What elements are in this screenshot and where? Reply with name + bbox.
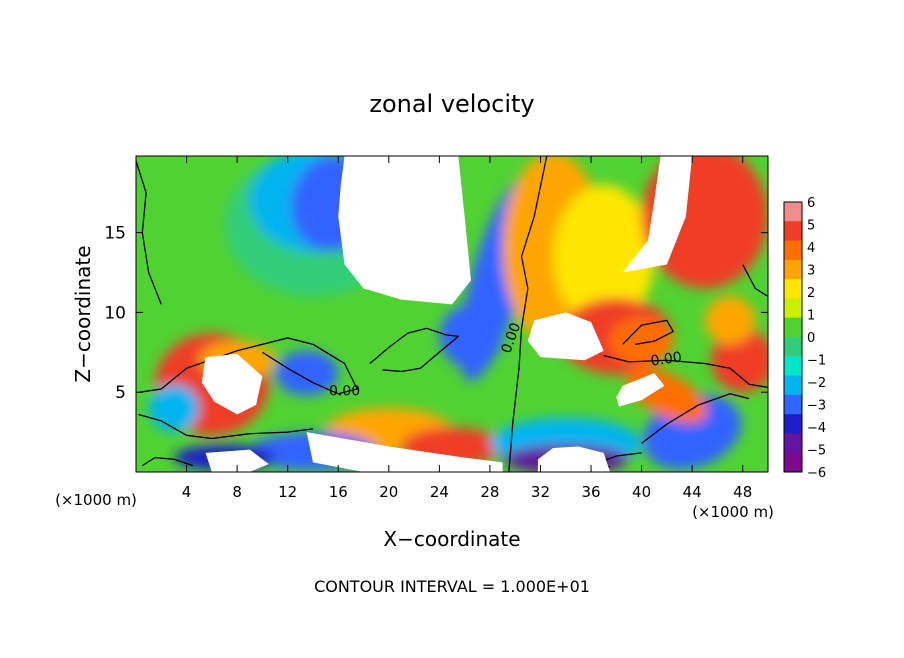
y-axis-ticks: 5 10 15 <box>104 224 768 403</box>
plot-area: 0.000.000.00 <box>136 156 768 472</box>
colorbar-tick-label: −2 <box>807 376 826 391</box>
colorbar-frame <box>783 201 803 473</box>
saturated-region <box>201 353 263 415</box>
saturated-region <box>622 156 693 273</box>
contour-zero <box>603 354 768 389</box>
contour-label: 0.00 <box>329 383 360 399</box>
y-axis-label: Z−coordinate <box>71 245 95 382</box>
colorbar-tick-label: −5 <box>807 444 826 459</box>
y-tick-label: 15 <box>104 224 126 244</box>
contour-zero <box>138 413 314 440</box>
x-tick-label: 44 <box>683 483 702 501</box>
field-blob <box>439 304 503 369</box>
y-tick-label: 5 <box>115 383 126 403</box>
contour-zero <box>622 319 674 345</box>
x-unit-right: (×1000 m) <box>692 503 774 521</box>
contour-zero <box>141 456 194 467</box>
field-blob <box>148 384 200 433</box>
colorbar-tick-label: 0 <box>807 331 815 346</box>
colorbar-band <box>784 394 802 415</box>
x-tick-label: 28 <box>480 483 499 501</box>
contour-zero <box>508 156 548 472</box>
colorbar-tick-label: 5 <box>807 219 815 234</box>
saturated-region <box>527 312 604 361</box>
field-blob <box>553 184 655 329</box>
contour-zero <box>742 264 768 297</box>
colorbar-band <box>784 240 802 261</box>
x-tick-label: 12 <box>278 483 297 501</box>
x-tick-label: 48 <box>733 483 752 501</box>
contour-zero <box>139 337 358 395</box>
saturated-region <box>306 432 503 472</box>
saturated-region <box>616 373 665 407</box>
field-blob <box>610 317 674 366</box>
x-tick-label: 8 <box>232 483 242 501</box>
colorbar-band <box>784 279 802 299</box>
y-tick-label: 10 <box>104 303 126 323</box>
field-blob <box>711 328 768 393</box>
x-tick-label: 16 <box>329 483 348 501</box>
colorbar-tick-label: 6 <box>807 196 815 211</box>
saturated-region <box>537 446 610 472</box>
colorbar-tick-label: 2 <box>807 286 815 301</box>
saturated-region <box>205 449 269 472</box>
colorbar-tick-label: −6 <box>807 466 826 481</box>
colorbar-band <box>784 202 802 222</box>
colorbar-tick-label: 1 <box>807 309 815 324</box>
x-tick-label: 32 <box>531 483 550 501</box>
contour-zero <box>641 393 750 444</box>
plot-frame <box>135 155 769 473</box>
colorbar-tick-label: −1 <box>807 354 826 369</box>
x-tick-label: 4 <box>182 483 192 501</box>
contour-interval-note: CONTOUR INTERVAL = 1.000E+01 <box>314 577 590 596</box>
colorbar-band <box>784 356 802 377</box>
colorbar-band <box>784 337 802 357</box>
x-unit-left: (×1000 m) <box>55 491 137 509</box>
x-tick-label: 24 <box>430 483 449 501</box>
colorbar-band <box>784 433 802 454</box>
contour-label: 0.00 <box>650 349 683 369</box>
colorbar-band <box>784 375 802 396</box>
colorbar-band <box>784 259 802 280</box>
x-tick-label: 36 <box>581 483 600 501</box>
colorbar-tick-label: −3 <box>807 399 826 414</box>
colorbar-tick-label: 4 <box>807 241 815 256</box>
colorbar-band <box>784 317 802 338</box>
colorbar-tick-label: 3 <box>807 264 815 279</box>
chart-title: zonal velocity <box>369 90 534 118</box>
colorbar-band <box>784 298 802 319</box>
colorbar: 6 5 4 3 2 1 0 −1 −2 −3 −4 −5 −6 <box>783 196 826 481</box>
field-blob <box>275 350 339 396</box>
colorbar-band <box>784 452 802 473</box>
x-axis-ticks: 4 8 12 16 20 24 28 32 36 40 44 48 <box>182 156 752 501</box>
colorbar-band <box>784 414 802 434</box>
x-tick-label: 20 <box>379 483 398 501</box>
colorbar-tick-label: −4 <box>807 421 826 436</box>
contour-zero <box>369 327 459 373</box>
field-blob <box>704 296 756 345</box>
x-axis-label: X−coordinate <box>383 527 520 551</box>
saturated-region <box>338 156 471 305</box>
colorbar-band <box>784 221 802 242</box>
x-tick-label: 40 <box>632 483 651 501</box>
